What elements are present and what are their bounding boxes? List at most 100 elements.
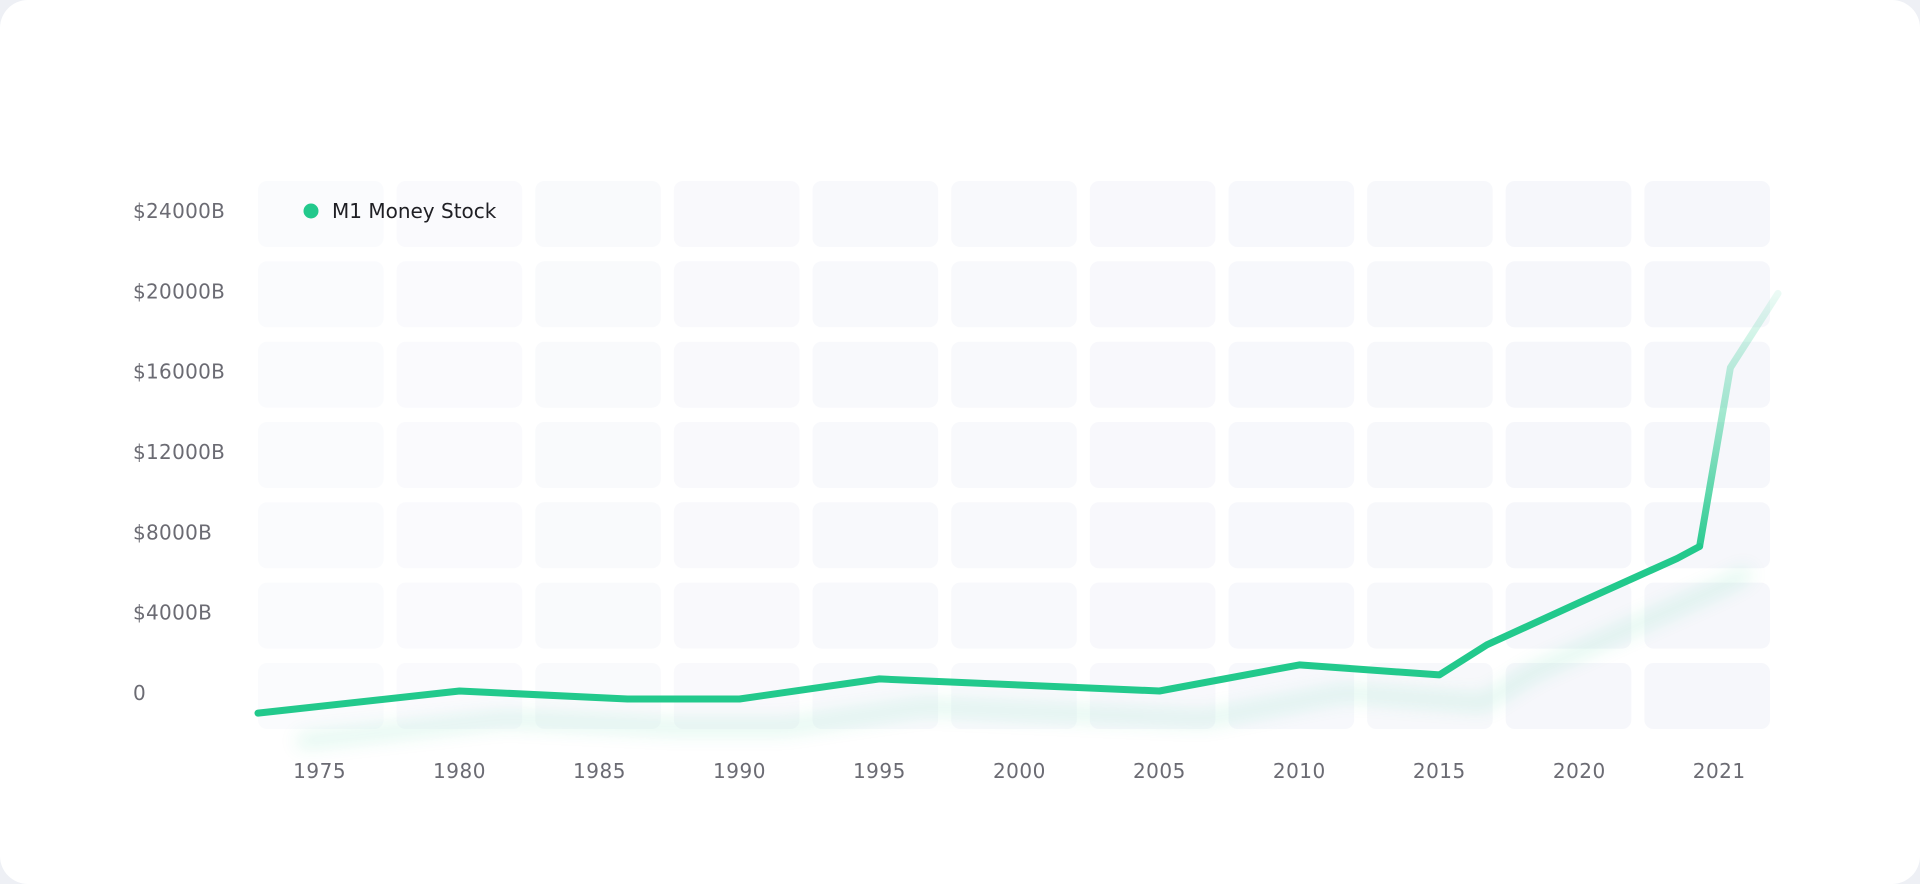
grid-tile xyxy=(1367,181,1493,247)
x-tick-label: 1975 xyxy=(293,759,346,783)
grid-tile xyxy=(396,181,523,247)
grid-tile xyxy=(1505,341,1632,408)
x-tick-label: 1985 xyxy=(573,759,626,783)
grid-tile xyxy=(535,181,661,247)
grid-tile xyxy=(1367,261,1493,328)
grid-tile xyxy=(673,422,800,488)
x-tick-label: 2005 xyxy=(1133,759,1186,783)
grid-tile xyxy=(1089,422,1216,488)
grid-tile xyxy=(1367,422,1493,488)
grid-tile xyxy=(673,181,800,247)
grid-tile xyxy=(1644,422,1770,488)
grid-tile xyxy=(258,341,384,408)
grid-tile xyxy=(1228,502,1355,569)
grid-tile xyxy=(951,341,1077,408)
y-tick-label: $16000B xyxy=(133,360,225,384)
grid-tile xyxy=(1367,582,1493,649)
x-tick-label: 1990 xyxy=(713,759,766,783)
series-shadow xyxy=(296,567,1752,749)
series-line-m1-money-stock xyxy=(254,542,1704,717)
grid-tile xyxy=(1089,582,1216,649)
grid-tile xyxy=(258,502,384,569)
grid-tile xyxy=(258,261,384,328)
grid-tile xyxy=(396,261,523,328)
grid-tile xyxy=(812,181,939,247)
grid-tile xyxy=(1228,582,1355,649)
x-tick-label: 2021 xyxy=(1693,759,1746,783)
grid-tile xyxy=(951,422,1077,488)
grid-tile xyxy=(535,422,661,488)
grid-tile xyxy=(396,582,523,649)
x-axis: 1975 1980 1985 1990 1995 2000 2005 2010 2015 2020… xyxy=(293,759,1746,783)
grid-tile xyxy=(1644,582,1770,649)
grid-tile xyxy=(396,341,523,408)
grid-tile xyxy=(673,502,800,569)
grid-tile xyxy=(1505,181,1632,247)
grid-tile xyxy=(258,422,384,488)
grid-tile xyxy=(1089,341,1216,408)
line-shadow-layer xyxy=(296,567,1752,749)
grid-tile xyxy=(1367,502,1493,569)
grid-tile xyxy=(1644,181,1770,247)
grid-tile xyxy=(673,582,800,649)
grid-layer xyxy=(258,181,1770,729)
grid-tile xyxy=(1644,261,1770,328)
grid-tile xyxy=(812,341,939,408)
grid-tile xyxy=(258,582,384,649)
grid-tile xyxy=(812,261,939,328)
grid-tile xyxy=(1505,663,1632,729)
grid-tile xyxy=(1367,341,1493,408)
x-tick-label: 2020 xyxy=(1553,759,1606,783)
grid-tile xyxy=(396,663,523,729)
grid-tile xyxy=(396,502,523,569)
grid-tile xyxy=(951,582,1077,649)
grid-tile xyxy=(812,422,939,488)
y-axis: 0 $4000B $8000B $12000B $16000B $20000B $24000… xyxy=(133,199,225,705)
grid-tile xyxy=(673,261,800,328)
x-tick-label: 2000 xyxy=(993,759,1046,783)
grid-tile xyxy=(1505,502,1632,569)
grid-tile xyxy=(1505,261,1632,328)
grid-tile xyxy=(1089,261,1216,328)
x-tick-label: 1995 xyxy=(853,759,906,783)
x-tick-label: 1980 xyxy=(433,759,486,783)
y-tick-label: $20000B xyxy=(133,279,225,303)
grid-tile xyxy=(673,341,800,408)
grid-tile xyxy=(1228,181,1355,247)
y-tick-label: $8000B xyxy=(133,520,212,544)
grid-tile xyxy=(951,261,1077,328)
legend: M1 Money Stock xyxy=(303,199,497,223)
grid-tile xyxy=(1644,663,1770,729)
grid-tile xyxy=(535,502,661,569)
y-tick-label: $12000B xyxy=(133,440,225,464)
grid-tile xyxy=(1644,341,1770,408)
grid-tile xyxy=(535,582,661,649)
x-tick-label: 2015 xyxy=(1413,759,1466,783)
grid-tile xyxy=(535,261,661,328)
y-tick-label: $4000B xyxy=(133,601,212,625)
series-line-m1-money-stock-spike xyxy=(1696,289,1782,550)
grid-tile xyxy=(1505,582,1632,649)
legend-label: M1 Money Stock xyxy=(332,199,497,223)
grid-tile xyxy=(1228,422,1355,488)
y-tick-label: 0 xyxy=(133,681,146,705)
legend-marker xyxy=(303,203,319,219)
x-tick-label: 2010 xyxy=(1273,759,1326,783)
grid-tile xyxy=(1644,502,1770,569)
grid-tile xyxy=(1505,422,1632,488)
grid-tile xyxy=(1089,502,1216,569)
grid-tile xyxy=(812,502,939,569)
series-layer xyxy=(254,289,1782,717)
grid-tile xyxy=(951,502,1077,569)
grid-tile xyxy=(1228,341,1355,408)
grid-tile xyxy=(535,341,661,408)
grid-tile xyxy=(951,181,1077,247)
grid-tile xyxy=(258,663,384,729)
grid-tile xyxy=(396,422,523,488)
grid-tile xyxy=(1089,181,1216,247)
grid-tile xyxy=(1228,261,1355,328)
grid-tile xyxy=(812,582,939,649)
y-tick-label: $24000B xyxy=(133,199,225,223)
